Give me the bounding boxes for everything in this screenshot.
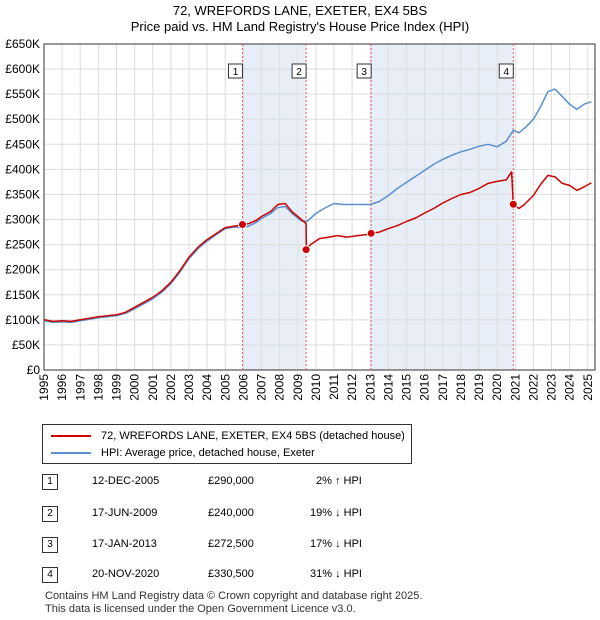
legend-item-hpi: HPI: Average price, detached house, Exet… bbox=[51, 445, 315, 461]
sale-point bbox=[366, 228, 376, 238]
x-tick-label: 2025 bbox=[581, 374, 595, 401]
sale-number-badge: 2 bbox=[42, 506, 58, 522]
x-tick-label: 2022 bbox=[526, 374, 540, 401]
x-tick-label: 2012 bbox=[345, 374, 359, 401]
sale-hpi-diff: 2% ↑ HPI bbox=[316, 475, 362, 487]
y-tick-label: £650K bbox=[5, 37, 40, 51]
x-tick-label: 2020 bbox=[490, 374, 504, 401]
y-tick-label: £150K bbox=[5, 288, 40, 302]
price-chart: £0 £50K £100K £150K £200K £250K £300K £350K £400… bbox=[5, 37, 596, 401]
y-tick-label: £500K bbox=[5, 112, 40, 126]
x-tick-label: 2013 bbox=[363, 374, 377, 401]
x-tick-label: 2005 bbox=[218, 374, 232, 401]
sale-date: 17-JUN-2009 bbox=[92, 507, 158, 519]
sale-number-badge: 4 bbox=[42, 567, 58, 583]
legend: 72, WREFORDS LANE, EXETER, EX4 5BS (deta… bbox=[42, 424, 412, 464]
shaded-period bbox=[371, 44, 514, 370]
x-tick-label: 2002 bbox=[164, 374, 178, 401]
sale-number-box bbox=[227, 63, 243, 79]
x-tick-label: 2000 bbox=[128, 374, 142, 401]
sale-point bbox=[508, 199, 518, 209]
hpi-line bbox=[43, 88, 592, 324]
sale-number-badge: 3 bbox=[42, 537, 58, 553]
chart-subtitle: Price paid vs. HM Land Registry's House … bbox=[130, 19, 470, 34]
sale-number-label: 1 bbox=[233, 67, 239, 78]
y-tick-label: £50K bbox=[12, 338, 40, 352]
sale-hpi-diff: 19% ↓ HPI bbox=[310, 507, 362, 519]
sale-number-label: 3 bbox=[361, 67, 367, 78]
y-tick-label: £600K bbox=[5, 62, 40, 76]
x-tick-label: 2010 bbox=[309, 374, 323, 401]
x-tick-label: 2019 bbox=[472, 374, 486, 401]
sale-price: £330,500 bbox=[208, 568, 254, 580]
x-tick-label: 2021 bbox=[508, 374, 522, 401]
chart-title: 72, WREFORDS LANE, EXETER, EX4 5BS bbox=[172, 3, 428, 18]
x-tick-label: 2006 bbox=[236, 374, 250, 401]
y-tick-label: £100K bbox=[5, 313, 40, 327]
x-tick-label: 2024 bbox=[563, 374, 577, 401]
plot-frame bbox=[43, 43, 596, 371]
legend-label-hpi: HPI: Average price, detached house, Exet… bbox=[101, 447, 315, 459]
x-tick-label: 2008 bbox=[273, 374, 287, 401]
x-tick-label: 2014 bbox=[381, 374, 395, 401]
legend-swatch-property bbox=[51, 435, 91, 437]
sale-number-box bbox=[356, 63, 372, 79]
sale-date: 12-DEC-2005 bbox=[92, 475, 160, 487]
sale-price: £272,500 bbox=[208, 538, 254, 550]
y-tick-label: £350K bbox=[5, 187, 40, 201]
sale-number-box bbox=[291, 63, 307, 79]
x-tick-label: 2023 bbox=[545, 374, 559, 401]
x-tick-label: 2018 bbox=[454, 374, 468, 401]
x-tick-label: 2011 bbox=[327, 374, 341, 400]
sale-number-label: 4 bbox=[503, 67, 509, 78]
x-tick-label: 1997 bbox=[73, 374, 87, 401]
sale-number-box bbox=[498, 63, 514, 79]
x-tick-label: 2001 bbox=[146, 374, 160, 401]
legend-label-property: 72, WREFORDS LANE, EXETER, EX4 5BS (deta… bbox=[101, 430, 405, 442]
x-tick-label: 1998 bbox=[91, 374, 105, 401]
sale-date: 20-NOV-2020 bbox=[92, 568, 160, 580]
sale-price: £240,000 bbox=[208, 507, 254, 519]
x-tick-label: 1996 bbox=[55, 374, 69, 401]
y-tick-label: £300K bbox=[5, 213, 40, 227]
x-tick-label: 2015 bbox=[400, 374, 414, 401]
sale-point bbox=[301, 245, 311, 255]
sale-price: £290,000 bbox=[208, 475, 254, 487]
y-tick-label: £550K bbox=[5, 87, 40, 101]
x-tick-label: 2007 bbox=[255, 374, 269, 401]
sale-hpi-diff: 31% ↓ HPI bbox=[310, 568, 362, 580]
y-tick-label: £250K bbox=[5, 238, 40, 252]
x-tick-label: 2009 bbox=[291, 374, 305, 401]
x-tick-label: 2017 bbox=[436, 374, 450, 401]
legend-item-property: 72, WREFORDS LANE, EXETER, EX4 5BS (deta… bbox=[51, 428, 405, 444]
footer-licence: This data is licensed under the Open Gov… bbox=[45, 603, 356, 615]
sale-point bbox=[237, 220, 247, 230]
x-tick-label: 1995 bbox=[37, 374, 51, 401]
y-tick-label: £200K bbox=[5, 263, 40, 277]
y-tick-label: £0 bbox=[27, 363, 41, 377]
sale-number-label: 2 bbox=[296, 67, 302, 78]
sale-date: 17-JAN-2013 bbox=[92, 538, 157, 550]
x-tick-label: 2003 bbox=[182, 374, 196, 401]
footer-copyright: Contains HM Land Registry data © Crown c… bbox=[45, 590, 423, 602]
y-tick-label: £400K bbox=[5, 162, 40, 176]
x-tick-label: 2016 bbox=[418, 374, 432, 401]
y-tick-label: £450K bbox=[5, 137, 40, 151]
legend-swatch-hpi bbox=[51, 452, 91, 454]
x-tick-label: 1999 bbox=[110, 374, 124, 401]
sale-hpi-diff: 17% ↓ HPI bbox=[310, 538, 362, 550]
x-tick-label: 2004 bbox=[200, 374, 214, 401]
sale-number-badge: 1 bbox=[42, 474, 58, 490]
